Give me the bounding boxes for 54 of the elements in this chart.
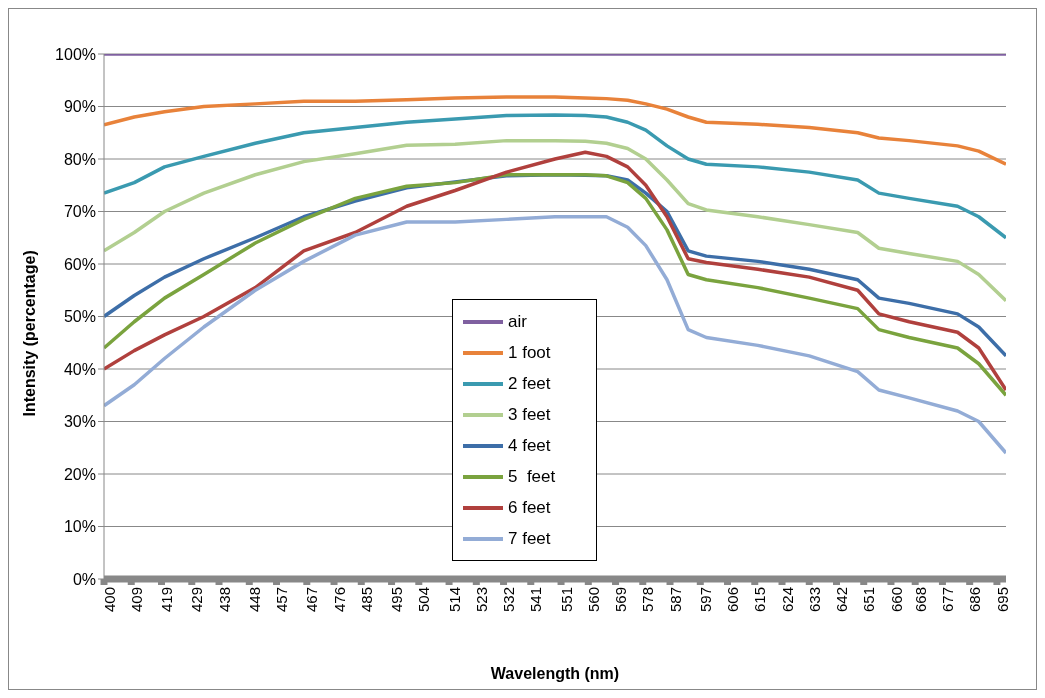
x-tick-label: 419	[158, 587, 176, 613]
x-tick-label: 541	[527, 587, 545, 613]
y-tick-label: 0%	[72, 570, 96, 588]
x-tick-label: 551	[557, 587, 575, 613]
y-axis-title: Intensity (percentage)	[20, 250, 38, 417]
x-tick-label: 668	[911, 587, 929, 613]
y-tick-label: 30%	[63, 413, 96, 431]
x-tick-label: 695	[993, 587, 1011, 613]
y-tick-label: 10%	[63, 518, 96, 536]
y-tick-label: 40%	[63, 360, 96, 378]
y-tick-label: 90%	[63, 98, 96, 116]
x-tick-label: 438	[215, 587, 233, 613]
y-tick-label: 100%	[55, 45, 96, 63]
y-tick-label: 70%	[63, 203, 96, 221]
x-tick-label: 587	[666, 587, 684, 613]
x-tick-label: 606	[724, 587, 742, 613]
x-tick-label: 677	[939, 587, 957, 613]
legend-label: 3 feet	[508, 404, 551, 426]
x-tick-label: 523	[472, 587, 490, 613]
x-tick-label: 457	[273, 587, 291, 613]
legend-label: 5 feet	[508, 466, 556, 488]
x-tick-label: 409	[127, 587, 145, 613]
x-tick-label: 429	[188, 587, 206, 613]
x-tick-label: 560	[584, 587, 602, 613]
x-tick-label: 467	[303, 587, 321, 613]
legend-label: 6 feet	[508, 497, 551, 519]
x-tick-label: 400	[100, 587, 118, 613]
legend-label: 7 feet	[508, 528, 551, 550]
x-tick-label: 633	[805, 587, 823, 613]
x-tick-label: 495	[388, 587, 406, 613]
y-tick-label: 50%	[63, 308, 96, 326]
x-tick-label: 532	[500, 587, 518, 613]
legend-label: 2 feet	[508, 373, 551, 395]
x-tick-label: 504	[415, 587, 433, 613]
x-tick-label: 651	[860, 587, 878, 613]
legend-label: air	[508, 311, 527, 333]
x-tick-label: 578	[639, 587, 657, 613]
y-tick-label: 20%	[63, 465, 96, 483]
x-tick-label: 569	[612, 587, 630, 613]
x-tick-label: 597	[696, 587, 714, 613]
y-tick-label: 80%	[63, 150, 96, 168]
x-tick-label: 642	[833, 587, 851, 613]
x-tick-label: 476	[330, 587, 348, 613]
x-tick-label: 448	[245, 587, 263, 613]
legend-label: 4 feet	[508, 435, 551, 457]
legend-label: 1 foot	[508, 342, 551, 364]
x-tick-label: 485	[357, 587, 375, 613]
x-tick-label: 514	[445, 587, 463, 613]
x-tick-label: 624	[778, 587, 796, 613]
y-tick-label: 60%	[63, 255, 96, 273]
x-tick-label: 686	[966, 587, 984, 613]
x-tick-label: 660	[887, 587, 905, 613]
x-axis-title: Wavelength (nm)	[490, 665, 620, 682]
x-tick-label: 615	[751, 587, 769, 613]
